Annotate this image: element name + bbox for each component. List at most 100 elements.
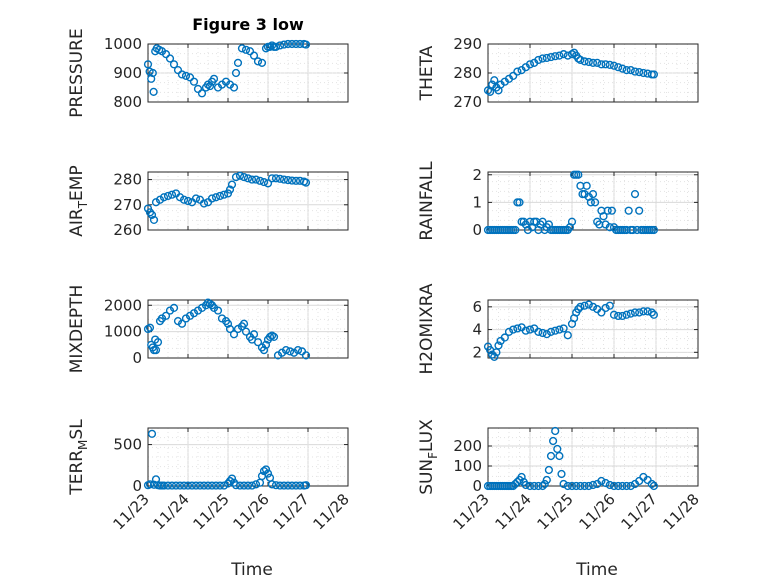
y-tick-label: 2 (472, 166, 482, 184)
data-point (235, 481, 245, 490)
data-point (247, 481, 257, 490)
subplot-mixdepth: 0 1000 2000 MIXDEPTH (67, 285, 349, 373)
data-point (149, 87, 158, 96)
y-axis-label-part: EMP (67, 165, 87, 201)
data-point (525, 60, 535, 69)
y-axis-label-part: LUX (417, 419, 437, 452)
data-point (639, 68, 648, 78)
data-point (229, 83, 239, 92)
data-point (211, 193, 221, 202)
data-point (259, 177, 269, 187)
data-point (189, 77, 199, 86)
data-point (609, 310, 619, 319)
subplot-h2omixra: 2 4 6 H2OMIXRA (417, 283, 699, 375)
x-tick-label: 11/28 (310, 490, 353, 533)
data-point (488, 350, 497, 359)
data-point (559, 50, 568, 59)
data-point (287, 481, 297, 490)
data-point (259, 345, 269, 355)
subplot-rainfall: 0 1 2 RAINFALL (417, 161, 699, 241)
data-point (191, 481, 201, 490)
data-point (588, 189, 598, 199)
data-point (231, 68, 241, 78)
data-point (187, 481, 197, 490)
y-tick-label: 260 (113, 221, 142, 239)
data-point (599, 212, 608, 221)
data-point (193, 84, 203, 94)
data-point (630, 308, 640, 317)
data-point (283, 39, 293, 49)
data-point (490, 76, 499, 85)
data-point (563, 51, 572, 60)
data-point (239, 319, 249, 328)
data-point (601, 303, 610, 313)
data-point (494, 341, 503, 350)
data-point (555, 51, 564, 60)
data-point (544, 465, 554, 475)
data-point (231, 172, 241, 182)
y-tick-label: 2000 (104, 296, 142, 314)
data-point (209, 74, 219, 83)
data-point (271, 481, 281, 490)
data-point (513, 324, 522, 333)
y-tick-label: 1000 (104, 323, 142, 341)
data-point (171, 481, 181, 490)
y-tick-label: 280 (453, 64, 482, 82)
data-point (609, 61, 619, 70)
data-point (287, 39, 297, 49)
data-point (609, 481, 619, 491)
data-point (542, 475, 551, 485)
y-axis-label-part: SL (67, 419, 87, 440)
data-point (267, 41, 277, 50)
y-axis-label-part: AIR (67, 208, 87, 237)
y-axis-label: RAINFALL (417, 161, 437, 241)
data-point (597, 476, 606, 486)
data-point (515, 198, 524, 207)
data-point (626, 65, 635, 75)
data-point (291, 39, 301, 49)
data-point (159, 481, 169, 490)
data-point (572, 481, 581, 491)
data-point (239, 172, 249, 182)
data-point (257, 58, 267, 67)
data-point (639, 307, 648, 316)
data-point (243, 174, 253, 183)
y-tick-label: 100 (453, 457, 482, 475)
data-point (546, 327, 556, 336)
data-point (614, 63, 623, 72)
data-point (509, 71, 518, 81)
axes-box (487, 299, 699, 359)
y-tick-label: 500 (113, 436, 142, 454)
data-point (500, 333, 509, 342)
data-point (540, 479, 549, 489)
data-point (249, 51, 259, 60)
data-point (301, 178, 311, 187)
data-point (211, 481, 221, 490)
subplot-pressure: 800 900 1000 PRESSURE Figure 3 low (67, 15, 349, 118)
data-point (147, 429, 157, 438)
data-point (614, 481, 623, 491)
data-point (624, 206, 633, 215)
data-point (148, 68, 157, 78)
data-point (145, 480, 155, 489)
data-point (635, 308, 644, 317)
x-tick-label: 11/27 (270, 490, 313, 533)
y-tick-label: 0 (132, 349, 142, 367)
data-point (179, 195, 189, 204)
data-point (285, 347, 295, 356)
y-tick-label: 280 (113, 171, 142, 189)
data-point (605, 480, 614, 490)
data-point (628, 225, 638, 235)
data-point (525, 481, 535, 491)
data-point (574, 304, 583, 314)
data-point (553, 444, 562, 454)
y-axis-label-part: TERR (67, 450, 87, 496)
data-point (626, 481, 635, 491)
data-point (490, 352, 499, 361)
x-tick-label: 11/24 (492, 490, 535, 533)
data-point (597, 308, 606, 317)
data-point (567, 481, 577, 491)
y-tick-label: 270 (113, 196, 142, 214)
data-point (229, 330, 239, 339)
y-axis-label: THETA (417, 45, 437, 101)
